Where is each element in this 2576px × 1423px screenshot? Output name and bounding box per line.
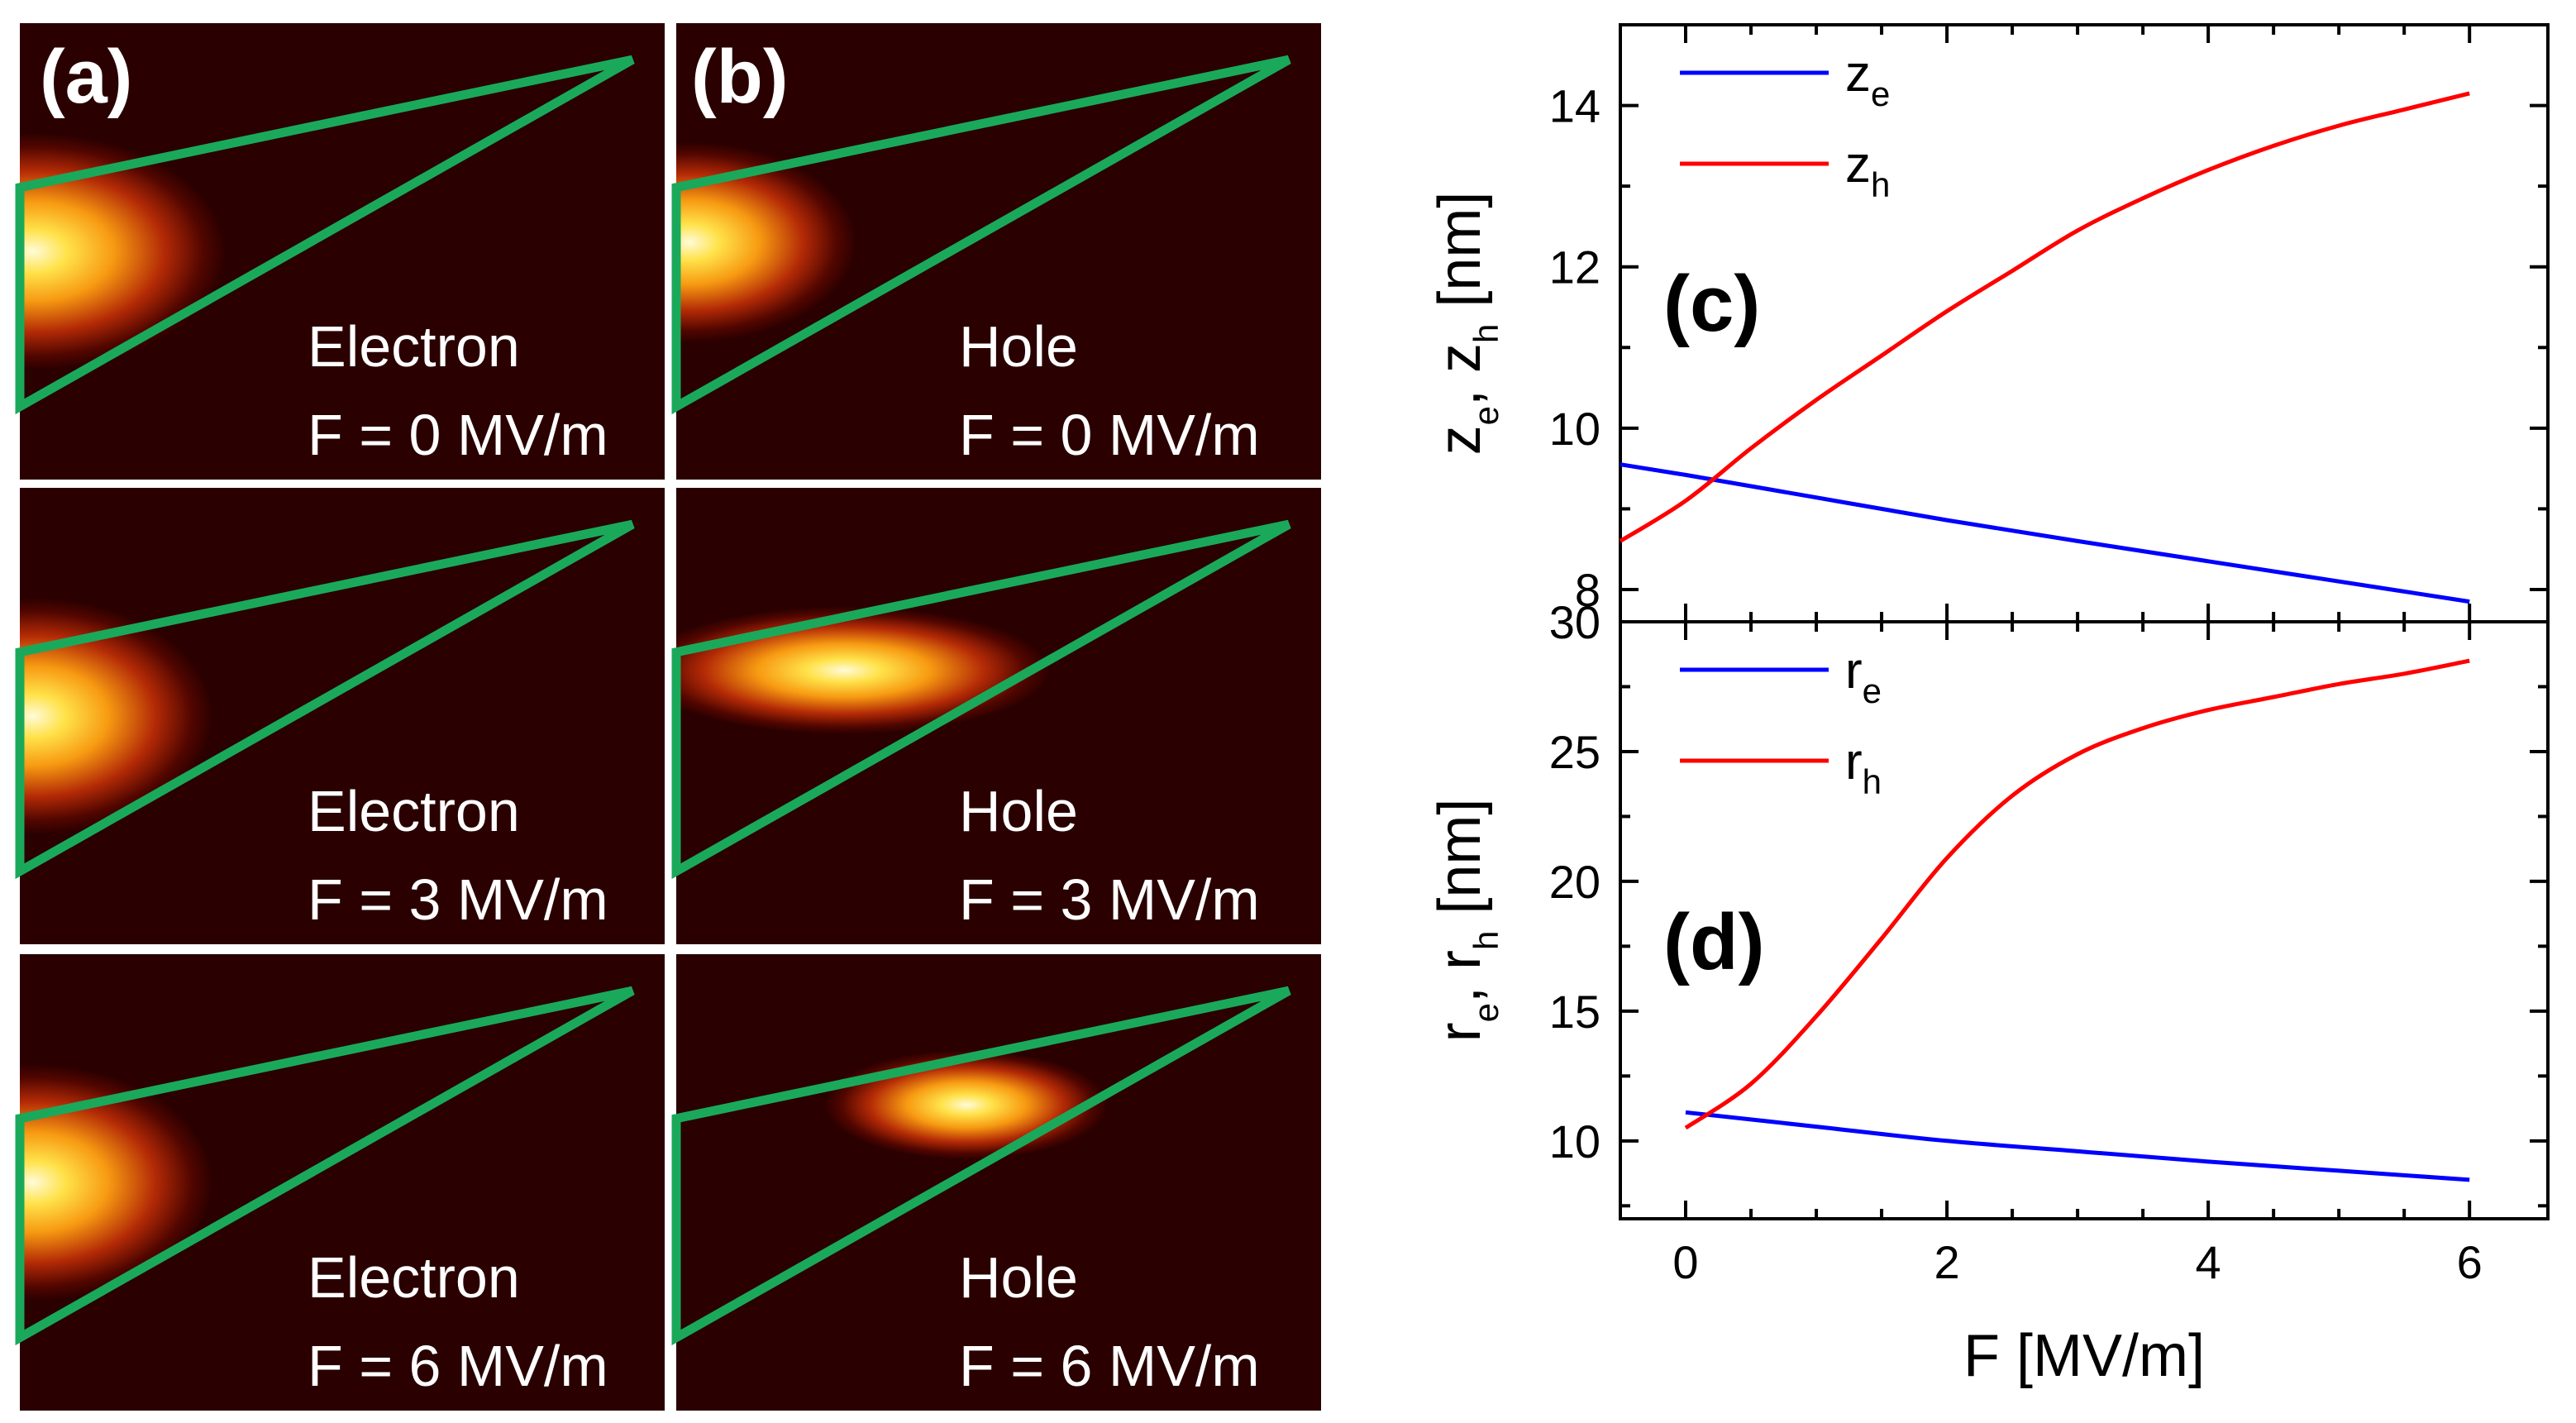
particle-label: Hole [959, 314, 1078, 379]
x-tick-label: 0 [1672, 1236, 1698, 1288]
y-tick-label: 10 [1549, 403, 1600, 455]
x-axis-title: F [MV/m] [1963, 1323, 2205, 1389]
heatmap-cell-hole-f6: Hole F = 6 MV/m [671, 954, 1321, 1411]
series-line-z_h [1619, 91, 2470, 543]
y-tick-label: 25 [1549, 726, 1600, 778]
particle-label: Hole [959, 1245, 1078, 1310]
y-tick-label: 10 [1549, 1115, 1600, 1168]
legend-main: r [1845, 733, 1863, 790]
field-label: F = 3 MV/m [308, 867, 608, 932]
legend-main: z [1845, 45, 1871, 103]
heatmap-cell-hole-f3: Hole F = 3 MV/m [671, 488, 1321, 944]
triangle-outline [15, 986, 635, 1346]
field-label: F = 3 MV/m [959, 867, 1260, 932]
y-axis-title: ze, zh [nm] [1427, 192, 1505, 456]
series-line-z_e [1620, 462, 2470, 604]
legend-subscript: e [1871, 74, 1890, 113]
triangle-outline [671, 55, 1291, 415]
legend-label-r_e: re [1845, 642, 1882, 710]
legend-label-r_h: rh [1845, 733, 1882, 801]
legend-label-z_e: ze [1845, 45, 1890, 113]
x-tick-label: 6 [2457, 1236, 2483, 1288]
panel-label-c: (c) [1663, 260, 1760, 348]
field-label: F = 0 MV/m [308, 403, 608, 467]
particle-label: Electron [308, 779, 520, 843]
y-tick-label: 14 [1549, 80, 1600, 132]
heatmap-cell-electron-f0: Electron F = 0 MV/m [15, 23, 665, 480]
triangle-outline [15, 55, 635, 415]
particle-label: Hole [959, 779, 1078, 843]
y-tick-label: 15 [1549, 986, 1600, 1038]
heatmap-cell-hole-f0: Hole F = 0 MV/m [671, 23, 1321, 480]
series-line-r_h [1684, 658, 2470, 1130]
plot-frame [1619, 620, 2550, 1220]
x-tick-label: 4 [2196, 1236, 2221, 1288]
triangle-outline [15, 519, 635, 880]
legend-subscript: h [1863, 762, 1882, 801]
legend-subscript: h [1871, 165, 1890, 204]
triangle-outline [671, 986, 1291, 1346]
field-label: F = 0 MV/m [959, 403, 1260, 467]
legend-main: z [1845, 136, 1871, 193]
particle-label: Electron [308, 1245, 520, 1310]
x-tick-label: 2 [1934, 1236, 1959, 1288]
field-label: F = 6 MV/m [308, 1334, 608, 1398]
y-tick-label: 30 [1549, 596, 1600, 648]
panel-label-a: (a) [40, 35, 132, 119]
particle-label: Electron [308, 314, 520, 379]
field-label: F = 6 MV/m [959, 1334, 1260, 1398]
series-line-r_e [1685, 1110, 2470, 1182]
legend-subscript: e [1863, 671, 1882, 710]
y-tick-label: 12 [1549, 241, 1600, 294]
heatmap-cell-electron-f6: Electron F = 6 MV/m [15, 954, 665, 1411]
triangle-outline [671, 519, 1291, 880]
panel-label-b: (b) [691, 35, 788, 119]
y-axis-title: re, rh [nm] [1427, 799, 1505, 1043]
legend-label-z_h: zh [1845, 136, 1890, 204]
y-tick-label: 8 [1575, 564, 1600, 616]
panel-label-d: (d) [1663, 898, 1765, 986]
heatmap-cell-electron-f3: Electron F = 3 MV/m [15, 488, 665, 944]
y-tick-label: 20 [1549, 856, 1600, 908]
legend-main: r [1845, 642, 1863, 700]
